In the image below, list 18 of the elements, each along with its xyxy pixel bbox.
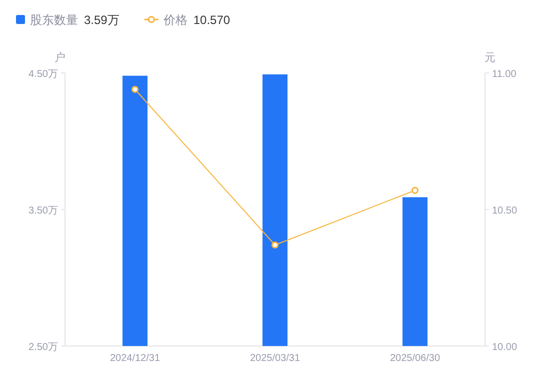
text: 10.570 bbox=[193, 13, 230, 27]
point bbox=[411, 186, 419, 194]
y2-axis-title: 元 bbox=[484, 52, 496, 64]
x-tick-label: 2025/06/30 bbox=[390, 353, 440, 364]
legend-label: 价格 bbox=[162, 13, 188, 27]
x-tick-label: 2024/12/31 bbox=[110, 353, 160, 364]
y-tick-label: 4.50万 bbox=[28, 69, 58, 80]
legend-label: 股东数量 bbox=[30, 13, 78, 27]
point bbox=[131, 86, 139, 93]
y2-tick-label: 10.00 bbox=[492, 342, 518, 353]
y-tick-label: 3.50万 bbox=[28, 206, 58, 216]
y-axis-title: 户 bbox=[54, 51, 66, 64]
y2-tick-label: 10.50 bbox=[492, 206, 518, 216]
point bbox=[271, 241, 279, 249]
y-tick-label: 2.50万 bbox=[28, 342, 58, 353]
x-tick-label: 2025/03/31 bbox=[250, 353, 300, 364]
y2-tick-label: 11.00 bbox=[492, 69, 517, 80]
text: 3.59万 bbox=[84, 13, 120, 27]
